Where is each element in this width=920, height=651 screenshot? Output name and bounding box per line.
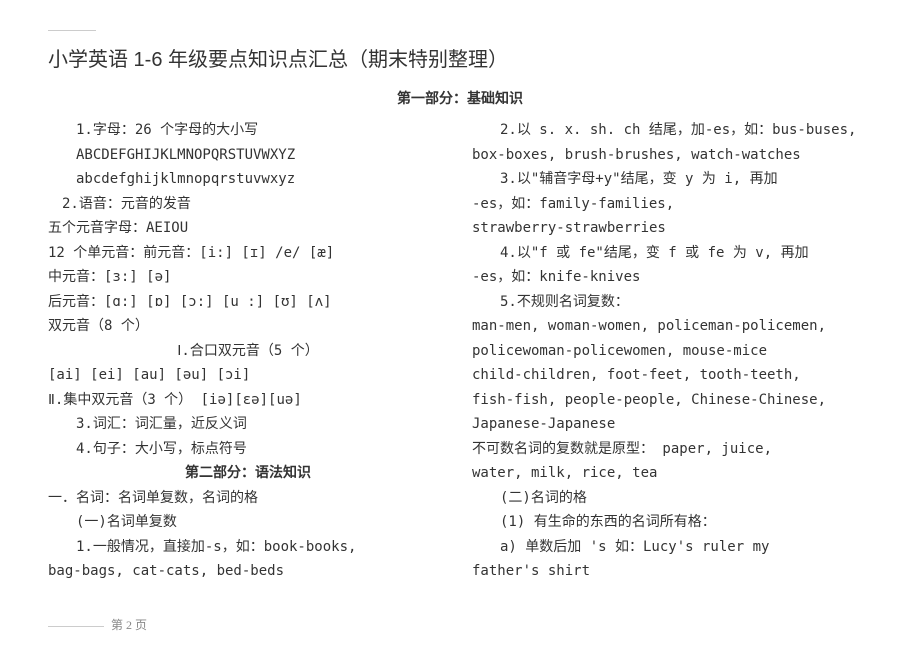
body-line: policewoman-policewomen, mouse-mice bbox=[472, 339, 872, 364]
body-line: 4.句子：大小写，标点符号 bbox=[48, 437, 448, 462]
body-line: child-children, foot-feet, tooth-teeth, bbox=[472, 363, 872, 388]
body-line: 五个元音字母：AEIOU bbox=[48, 216, 448, 241]
page-number: 第 2 页 bbox=[111, 618, 147, 632]
body-line: 4.以"f 或 fe"结尾，变 f 或 fe 为 v, 再加 bbox=[472, 241, 872, 266]
footer-rule bbox=[48, 626, 104, 627]
body-line: Ⅰ.合口双元音（5 个） bbox=[48, 339, 448, 364]
body-line: 2.语音：元音的发音 bbox=[48, 192, 448, 217]
page-title: 小学英语 1-6 年级要点知识点汇总（期末特别整理） bbox=[48, 43, 872, 72]
body-line: 3.词汇：词汇量，近反义词 bbox=[48, 412, 448, 437]
body-line: 5.不规则名词复数： bbox=[472, 290, 872, 315]
body-line: box-boxes, brush-brushes, watch-watches bbox=[472, 143, 872, 168]
body-line: -es，如：knife-knives bbox=[472, 265, 872, 290]
page-footer: 第 2 页 bbox=[48, 616, 147, 633]
body-line: 12 个单元音：前元音：[i:] [ɪ] /e/ [æ] bbox=[48, 241, 448, 266]
body-line: Japanese-Japanese bbox=[472, 412, 872, 437]
body-line: 一．名词：名词单复数，名词的格 bbox=[48, 486, 448, 511]
body-line: 1.字母：26 个字母的大小写 bbox=[48, 118, 448, 143]
body-line: water, milk, rice, tea bbox=[472, 461, 872, 486]
body-line: 中元音：[ɜ:] [ə] bbox=[48, 265, 448, 290]
body-line: 双元音（8 个） bbox=[48, 314, 448, 339]
part2-header: 第二部分：语法知识 bbox=[48, 461, 448, 486]
body-line: (二)名词的格 bbox=[472, 486, 872, 511]
body-line: [ai] [ei] [au] [əu] [ɔi] bbox=[48, 363, 448, 388]
body-line: 3.以"辅音字母+y"结尾，变 y 为 i, 再加 bbox=[472, 167, 872, 192]
body-line: strawberry-strawberries bbox=[472, 216, 872, 241]
body-line: bag-bags, cat-cats, bed-beds bbox=[48, 559, 448, 584]
body-line: abcdefghijklmnopqrstuvwxyz bbox=[48, 167, 448, 192]
body-line: father's shirt bbox=[472, 559, 872, 584]
body-line: 2.以 s. x. sh. ch 结尾，加-es，如：bus-buses, bbox=[472, 118, 872, 143]
body-line: Ⅱ.集中双元音（3 个） [iə][ɛə][uə] bbox=[48, 388, 448, 413]
body-line: ABCDEFGHIJKLMNOPQRSTUVWXYZ bbox=[48, 143, 448, 168]
content-columns: 1.字母：26 个字母的大小写 ABCDEFGHIJKLMNOPQRSTUVWX… bbox=[48, 118, 872, 584]
body-line: man-men, woman-women, policeman-policeme… bbox=[472, 314, 872, 339]
part1-header: 第一部分：基础知识 bbox=[48, 88, 872, 108]
body-line: (一)名词单复数 bbox=[48, 510, 448, 535]
body-line: 不可数名词的复数就是原型： paper, juice, bbox=[472, 437, 872, 462]
body-line: 1.一般情况，直接加-s，如：book-books, bbox=[48, 535, 448, 560]
body-line: fish-fish, people-people, Chinese-Chines… bbox=[472, 388, 872, 413]
top-rule bbox=[48, 30, 96, 31]
body-line: (1) 有生命的东西的名词所有格： bbox=[472, 510, 872, 535]
body-line: a) 单数后加 's 如：Lucy's ruler my bbox=[472, 535, 872, 560]
body-line: -es，如：family-families, bbox=[472, 192, 872, 217]
body-line: 后元音：[ɑ:] [ɒ] [ɔ:] [u :] [ʊ] [ʌ] bbox=[48, 290, 448, 315]
